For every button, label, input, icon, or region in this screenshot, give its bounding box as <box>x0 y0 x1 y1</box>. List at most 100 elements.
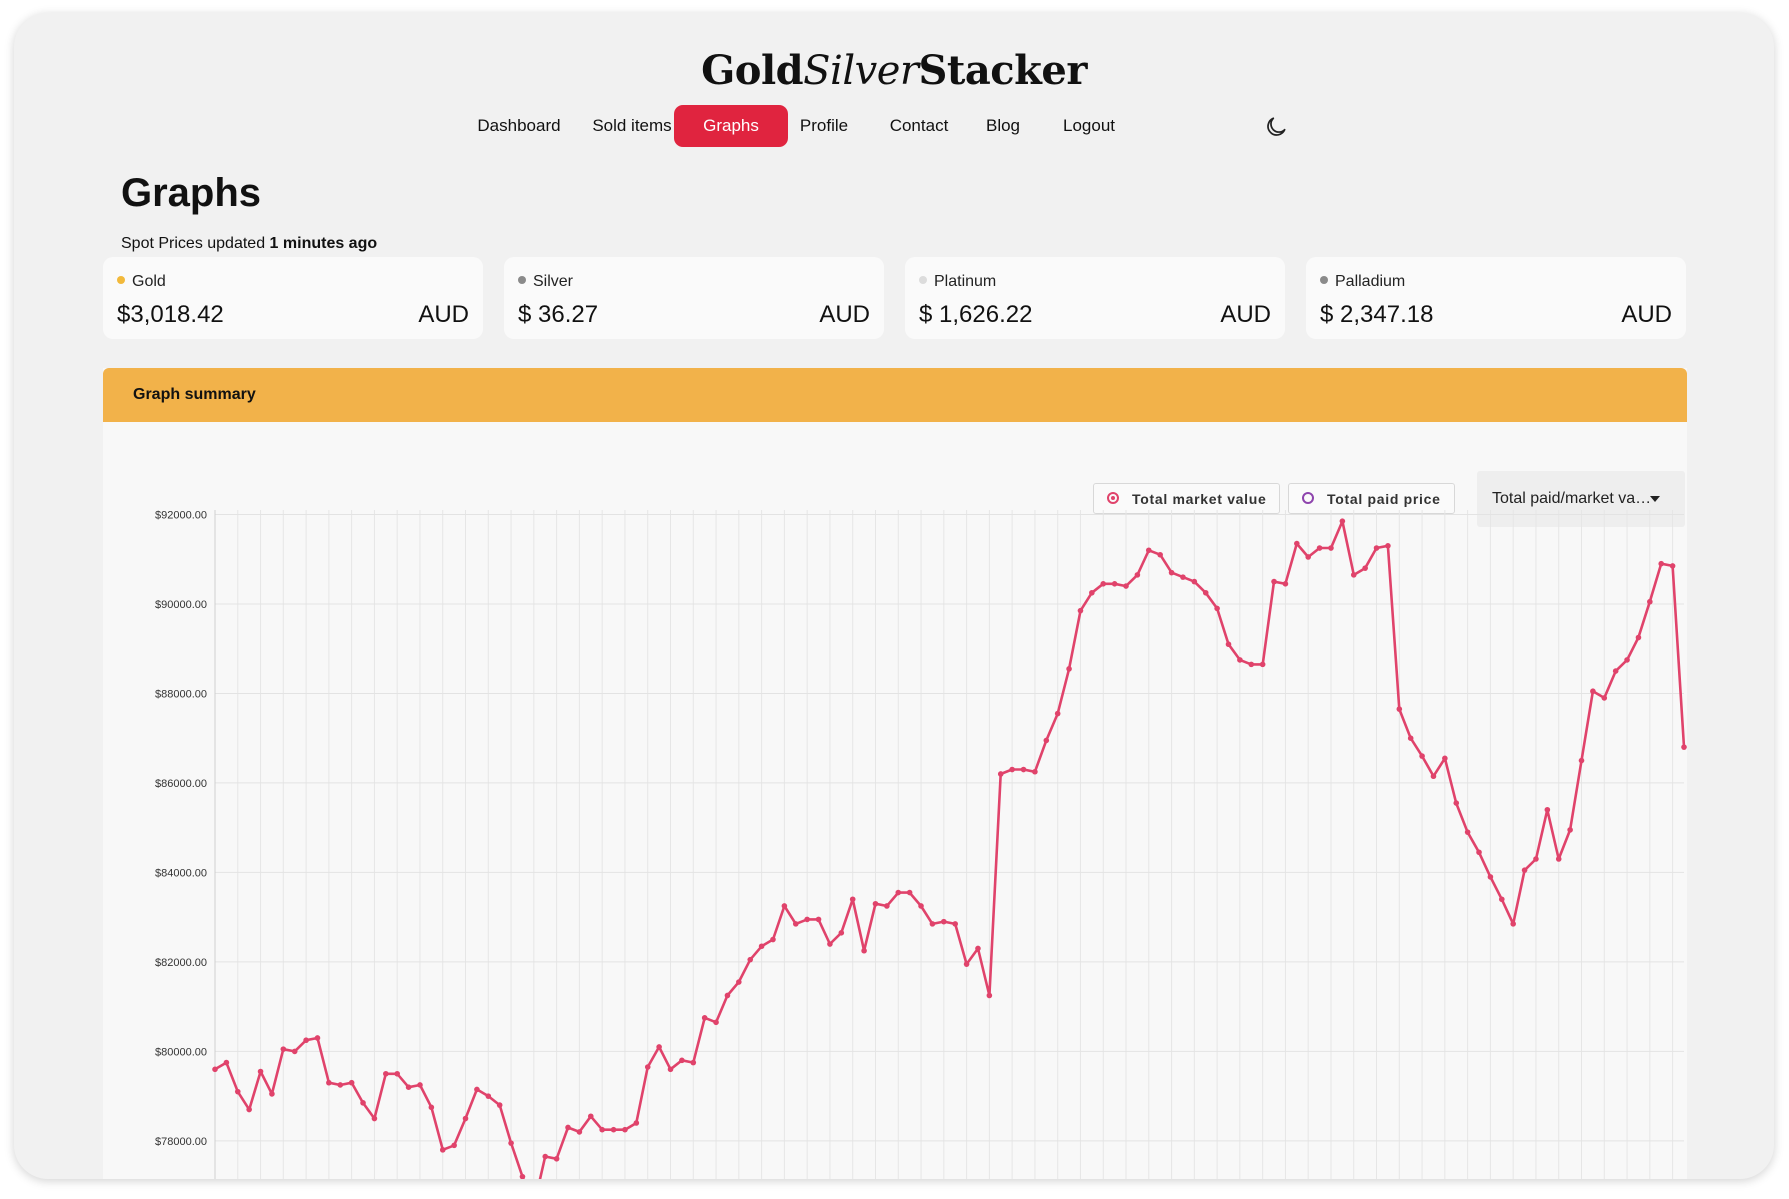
data-point[interactable] <box>1020 766 1027 773</box>
data-point[interactable] <box>599 1126 605 1133</box>
data-point[interactable] <box>622 1126 628 1133</box>
data-point[interactable] <box>952 921 958 927</box>
data-point[interactable] <box>941 918 947 925</box>
data-point[interactable] <box>1180 574 1186 580</box>
data-point[interactable] <box>496 1102 503 1108</box>
data-point[interactable] <box>827 941 833 947</box>
data-point[interactable] <box>804 916 810 923</box>
data-point[interactable] <box>1237 657 1243 663</box>
data-point[interactable] <box>1578 757 1585 764</box>
data-point[interactable] <box>1510 921 1516 927</box>
data-point[interactable] <box>895 889 902 896</box>
data-point[interactable] <box>394 1070 401 1077</box>
data-point[interactable] <box>485 1093 492 1099</box>
data-point[interactable] <box>724 992 731 999</box>
data-point[interactable] <box>1567 827 1573 833</box>
data-point[interactable] <box>1350 572 1357 578</box>
data-point[interactable] <box>838 930 845 936</box>
moon-icon[interactable] <box>1263 114 1289 140</box>
data-point[interactable] <box>1521 867 1528 873</box>
data-point[interactable] <box>963 961 970 967</box>
data-point[interactable] <box>1373 545 1380 551</box>
nav-sold-items[interactable]: Sold items <box>592 116 672 135</box>
data-point[interactable] <box>1043 737 1050 744</box>
data-point[interactable] <box>428 1104 435 1111</box>
data-point[interactable] <box>849 896 856 903</box>
data-point[interactable] <box>1442 755 1448 762</box>
data-point[interactable] <box>269 1091 275 1097</box>
data-point[interactable] <box>1294 540 1300 547</box>
data-point[interactable] <box>1191 578 1198 585</box>
data-point[interactable] <box>417 1082 423 1088</box>
data-point[interactable] <box>314 1035 321 1041</box>
data-point[interactable] <box>246 1106 252 1113</box>
data-point[interactable] <box>508 1140 514 1146</box>
nav-logout[interactable]: Logout <box>1063 116 1115 135</box>
data-point[interactable] <box>371 1115 378 1122</box>
data-point[interactable] <box>1396 706 1403 712</box>
data-point[interactable] <box>906 889 913 896</box>
nav-profile[interactable]: Profile <box>799 116 849 135</box>
data-point[interactable] <box>1533 856 1539 862</box>
data-point[interactable] <box>439 1147 446 1153</box>
data-point[interactable] <box>326 1079 332 1086</box>
data-point[interactable] <box>986 992 993 999</box>
data-point[interactable] <box>553 1155 560 1162</box>
legend-total-market-value[interactable]: Total market value <box>1093 483 1280 514</box>
data-point[interactable] <box>1487 874 1494 880</box>
data-point[interactable] <box>781 903 788 909</box>
data-point[interactable] <box>1476 849 1482 856</box>
data-point[interactable] <box>1647 598 1653 605</box>
data-point[interactable] <box>405 1084 412 1090</box>
data-point[interactable] <box>519 1173 526 1179</box>
data-point[interactable] <box>587 1113 594 1120</box>
data-point[interactable] <box>815 916 822 923</box>
data-point[interactable] <box>644 1064 651 1070</box>
data-point[interactable] <box>1328 545 1334 551</box>
data-point[interactable] <box>1134 572 1141 578</box>
data-point[interactable] <box>474 1086 480 1093</box>
data-point[interactable] <box>1385 542 1391 549</box>
data-point[interactable] <box>1077 607 1084 614</box>
data-point[interactable] <box>234 1088 241 1095</box>
data-point[interactable] <box>280 1046 287 1052</box>
data-point[interactable] <box>451 1142 457 1149</box>
data-point[interactable] <box>633 1120 640 1126</box>
data-point[interactable] <box>1669 563 1676 569</box>
data-point[interactable] <box>1544 806 1551 813</box>
data-point[interactable] <box>1248 661 1255 668</box>
data-point[interactable] <box>1555 856 1562 862</box>
data-point[interactable] <box>667 1066 674 1073</box>
data-point[interactable] <box>1225 641 1232 648</box>
data-point[interactable] <box>1407 735 1414 741</box>
data-point[interactable] <box>1305 554 1312 560</box>
data-point[interactable] <box>303 1037 309 1044</box>
data-point[interactable] <box>736 979 742 985</box>
nav-blog[interactable]: Blog <box>985 116 1021 135</box>
data-point[interactable] <box>1282 581 1289 587</box>
data-point[interactable] <box>1032 768 1038 775</box>
data-point[interactable] <box>257 1068 264 1075</box>
data-point[interactable] <box>576 1129 583 1135</box>
data-point[interactable] <box>1157 551 1163 558</box>
data-point[interactable] <box>212 1066 218 1073</box>
data-point[interactable] <box>1168 569 1175 576</box>
data-point[interactable] <box>1419 753 1425 759</box>
data-point[interactable] <box>872 900 879 907</box>
data-point[interactable] <box>1259 661 1266 668</box>
data-point[interactable] <box>1054 710 1061 717</box>
data-point[interactable] <box>1464 829 1471 835</box>
data-point[interactable] <box>929 921 936 927</box>
legend-total-paid-price[interactable]: Total paid price <box>1288 483 1455 514</box>
data-point[interactable] <box>1111 581 1118 587</box>
data-point[interactable] <box>1100 581 1107 587</box>
data-point[interactable] <box>1498 896 1505 903</box>
nav-graphs[interactable]: Graphs <box>674 105 788 147</box>
data-point[interactable] <box>542 1153 549 1160</box>
data-point[interactable] <box>1681 744 1687 750</box>
data-point[interactable] <box>792 921 799 927</box>
data-point[interactable] <box>1590 688 1596 695</box>
data-point[interactable] <box>1202 589 1209 596</box>
data-point[interactable] <box>1453 800 1460 806</box>
data-point[interactable] <box>337 1082 344 1088</box>
